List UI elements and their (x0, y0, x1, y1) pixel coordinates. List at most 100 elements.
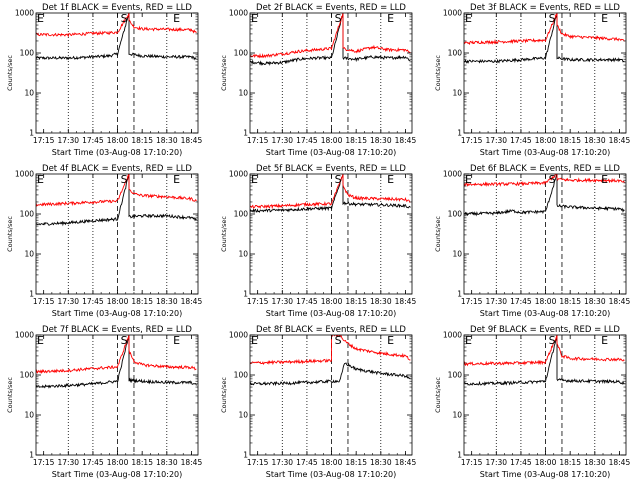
y-tick-label: 10 (238, 250, 248, 259)
x-tick-label: 17:15 (461, 297, 483, 306)
chart-title: Det 4f BLACK = Events, RED = LLD (42, 164, 192, 174)
y-tick-label: 10 (452, 250, 462, 259)
x-tick-label: 17:15 (461, 136, 483, 145)
x-tick-label: 17:30 (57, 458, 79, 467)
x-tick-label: 17:45 (82, 458, 104, 467)
event-marker: E (601, 173, 608, 186)
event-marker: S (121, 334, 128, 347)
y-tick-label: 1 (457, 451, 462, 460)
y-tick-label: 1000 (229, 170, 248, 179)
event-marker: S (335, 12, 342, 25)
y-tick-label: 10 (238, 411, 248, 420)
x-tick-label: 18:45 (609, 458, 631, 467)
event-marker: E (465, 173, 472, 186)
x-axis-label: Start Time (03-Aug-08 17:10:20) (480, 470, 611, 479)
plot-frame (249, 334, 413, 456)
event-marker: S (549, 12, 556, 25)
series-line-red (250, 335, 411, 366)
y-axis-label: Counts/sec (6, 216, 14, 252)
x-axis-label: Start Time (03-Aug-08 17:10:20) (480, 309, 611, 318)
x-tick-label: 18:00 (107, 458, 129, 467)
y-tick-label: 1000 (15, 9, 34, 18)
chart-panel-3: Det 3f BLACK = Events, RED = LLD Counts/s… (434, 3, 630, 157)
y-tick-label: 1 (457, 290, 462, 299)
x-tick-label: 18:15 (131, 458, 153, 467)
x-tick-label: 18:00 (107, 297, 129, 306)
event-marker: E (601, 334, 608, 347)
y-tick-label: 100 (448, 210, 463, 219)
x-tick-label: 18:45 (395, 458, 417, 467)
x-tick-label: 17:30 (485, 136, 507, 145)
plot-frame (463, 173, 627, 295)
y-tick-label: 1000 (229, 9, 248, 18)
x-tick-label: 18:15 (345, 458, 367, 467)
chart-panel-6: Det 6f BLACK = Events, RED = LLD Counts/s… (434, 164, 630, 318)
series-line-black (36, 13, 197, 61)
x-tick-label: 18:45 (609, 136, 631, 145)
plot-frame (35, 173, 199, 295)
y-tick-label: 10 (452, 89, 462, 98)
series-line-red (36, 13, 197, 38)
x-tick-label: 17:30 (57, 136, 79, 145)
x-tick-label: 18:45 (395, 136, 417, 145)
y-tick-label: 1000 (15, 170, 34, 179)
x-tick-label: 18:45 (181, 458, 203, 467)
event-marker: S (121, 12, 128, 25)
y-tick-label: 1 (243, 290, 248, 299)
y-axis-label: Counts/sec (434, 55, 442, 91)
series-line-red (464, 335, 625, 367)
x-tick-label: 18:00 (321, 297, 343, 306)
x-tick-label: 18:45 (395, 297, 417, 306)
series-line-red (250, 174, 411, 210)
chart-title: Det 8f BLACK = Events, RED = LLD (256, 325, 406, 335)
x-tick-label: 18:15 (131, 136, 153, 145)
chart-panel-2: Det 2f BLACK = Events, RED = LLD Counts/s… (220, 3, 416, 157)
event-marker: S (121, 173, 128, 186)
event-marker: E (465, 334, 472, 347)
series-line-black (250, 13, 411, 66)
y-tick-label: 1000 (15, 331, 34, 340)
chart-title: Det 6f BLACK = Events, RED = LLD (470, 164, 620, 174)
chart-title: Det 5f BLACK = Events, RED = LLD (256, 164, 406, 174)
plot-frame (249, 12, 413, 134)
y-tick-label: 10 (238, 89, 248, 98)
series-line-black (36, 335, 197, 389)
x-tick-label: 18:15 (559, 297, 581, 306)
y-tick-label: 1 (243, 129, 248, 138)
chart-panel-1: Det 1f BLACK = Events, RED = LLD Counts/s… (6, 3, 202, 157)
x-tick-label: 17:30 (57, 297, 79, 306)
event-marker: E (37, 173, 44, 186)
y-tick-label: 100 (448, 371, 463, 380)
x-tick-label: 18:00 (535, 297, 557, 306)
y-tick-label: 100 (20, 210, 35, 219)
chart-panel-9: Det 9f BLACK = Events, RED = LLD Counts/s… (434, 325, 630, 479)
x-tick-label: 18:45 (181, 136, 203, 145)
series-line-black (464, 13, 625, 64)
x-axis-label: Start Time (03-Aug-08 17:10:20) (266, 148, 397, 157)
y-axis-label: Counts/sec (434, 377, 442, 413)
x-axis-label: Start Time (03-Aug-08 17:10:20) (52, 309, 183, 318)
y-tick-label: 10 (452, 411, 462, 420)
x-tick-label: 18:30 (584, 297, 606, 306)
y-axis-label: Counts/sec (6, 55, 14, 91)
event-marker: S (335, 334, 342, 347)
y-axis-label: Counts/sec (6, 377, 14, 413)
plot-frame (463, 12, 627, 134)
event-marker: E (251, 173, 258, 186)
x-tick-label: 18:00 (321, 136, 343, 145)
x-tick-label: 17:15 (33, 136, 55, 145)
y-tick-label: 1 (243, 451, 248, 460)
x-tick-label: 18:15 (131, 297, 153, 306)
y-axis-label: Counts/sec (220, 55, 228, 91)
y-tick-label: 10 (24, 250, 34, 259)
event-marker: E (387, 334, 394, 347)
series-line-black (36, 174, 197, 227)
plot-frame (35, 12, 199, 134)
series-line-black (464, 174, 625, 217)
x-tick-label: 18:00 (535, 136, 557, 145)
series-line-red (36, 174, 197, 207)
x-tick-label: 17:30 (271, 297, 293, 306)
y-axis-label: Counts/sec (220, 216, 228, 252)
chart-title: Det 7f BLACK = Events, RED = LLD (42, 325, 192, 335)
x-tick-label: 17:15 (33, 297, 55, 306)
